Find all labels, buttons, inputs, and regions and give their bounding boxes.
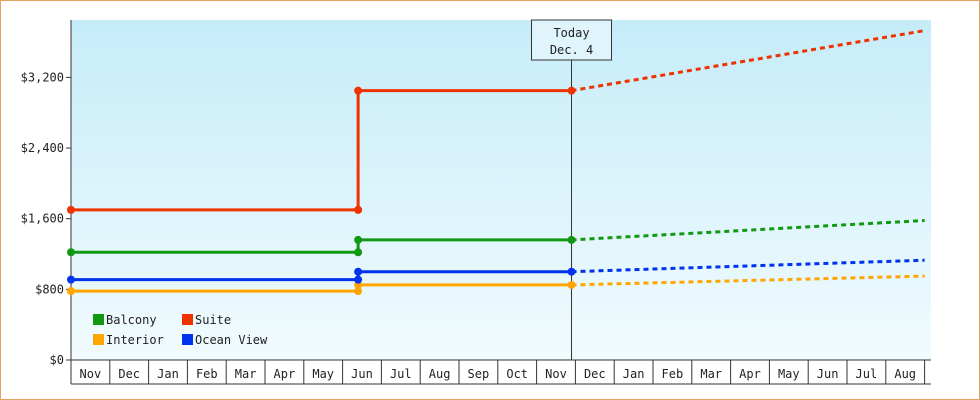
legend-swatch-ocean-view bbox=[182, 334, 193, 345]
x-tick-label: Aug bbox=[894, 367, 916, 381]
x-tick-label: Aug bbox=[429, 367, 451, 381]
legend-label-interior: Interior bbox=[106, 333, 164, 347]
data-point-suite bbox=[67, 205, 75, 214]
today-date: Dec. 4 bbox=[550, 43, 593, 57]
legend-label-ocean-view: Ocean View bbox=[195, 333, 268, 347]
x-tick-label: Jun bbox=[817, 367, 839, 381]
y-tick-label: $3,200 bbox=[21, 70, 64, 84]
x-tick-label: Jun bbox=[351, 367, 373, 381]
x-tick-label: Feb bbox=[662, 367, 684, 381]
data-point-balcony bbox=[567, 235, 576, 244]
legend: Balcony Suite Interior Ocean View bbox=[93, 313, 268, 347]
x-tick-label: Dec bbox=[584, 367, 606, 381]
data-point-ocean-view bbox=[67, 275, 75, 284]
y-axis: $0 $800 $1,600 $2,400 $3,200 bbox=[21, 20, 72, 367]
x-tick-label: Feb bbox=[196, 367, 218, 381]
data-point-suite bbox=[567, 86, 576, 95]
x-tick-label: Nov bbox=[80, 367, 102, 381]
legend-swatch-balcony bbox=[93, 314, 104, 325]
today-marker: Today Dec. 4 bbox=[531, 19, 613, 360]
data-point-ocean-view bbox=[354, 267, 363, 276]
data-point-balcony bbox=[67, 248, 75, 257]
plot-background bbox=[71, 20, 931, 360]
x-tick-label: Mar bbox=[700, 367, 722, 381]
data-point-suite bbox=[354, 205, 363, 214]
forecast-line-suite bbox=[571, 29, 925, 93]
legend-label-balcony: Balcony bbox=[106, 313, 157, 327]
x-tick-label: May bbox=[778, 367, 800, 381]
y-tick-label: $2,400 bbox=[21, 141, 64, 155]
forecast-line-interior bbox=[571, 274, 925, 287]
series-line-suite bbox=[71, 89, 572, 212]
x-tick-label: Nov bbox=[545, 367, 567, 381]
data-point-interior bbox=[67, 287, 75, 296]
x-tick-label: Jul bbox=[856, 367, 878, 381]
series-interior bbox=[67, 274, 925, 296]
legend-swatch-suite bbox=[182, 314, 193, 325]
series-suite bbox=[67, 29, 925, 214]
x-tick-label: Apr bbox=[274, 367, 296, 381]
x-tick-label: Dec bbox=[118, 367, 140, 381]
series-ocean-view bbox=[67, 258, 925, 284]
series-line-balcony bbox=[71, 238, 572, 254]
x-tick-label: Apr bbox=[739, 367, 761, 381]
x-axis: Nov Dec Jan Feb Mar Apr May Jun Jul Aug Sep Oct Nov D… bbox=[70, 359, 931, 385]
data-point-interior bbox=[567, 280, 576, 289]
x-tick-label: Jan bbox=[623, 367, 645, 381]
data-point-balcony bbox=[354, 235, 363, 244]
forecast-line-balcony bbox=[571, 218, 925, 242]
y-tick-label: $1,600 bbox=[21, 212, 64, 226]
today-box bbox=[531, 19, 613, 61]
legend-label-suite: Suite bbox=[195, 313, 231, 327]
x-tick-label: Mar bbox=[235, 367, 257, 381]
x-tick-label: Sep bbox=[468, 367, 490, 381]
forecast-line-ocean-view bbox=[571, 258, 925, 274]
x-tick-label: Jan bbox=[157, 367, 179, 381]
series-balcony bbox=[67, 218, 925, 257]
y-tick-label: $0 bbox=[50, 353, 64, 367]
data-point-interior bbox=[354, 287, 363, 296]
series-lines bbox=[67, 29, 925, 296]
x-tick-label: Jul bbox=[390, 367, 412, 381]
data-point-ocean-view bbox=[354, 275, 363, 284]
data-point-suite bbox=[354, 86, 363, 95]
data-point-balcony bbox=[354, 248, 363, 257]
y-tick-label: $800 bbox=[35, 282, 64, 296]
legend-swatch-interior bbox=[93, 334, 104, 345]
today-label: Today bbox=[553, 26, 589, 40]
data-point-ocean-view bbox=[567, 267, 576, 276]
x-tick-label: Oct bbox=[506, 367, 528, 381]
x-tick-label: May bbox=[312, 367, 334, 381]
